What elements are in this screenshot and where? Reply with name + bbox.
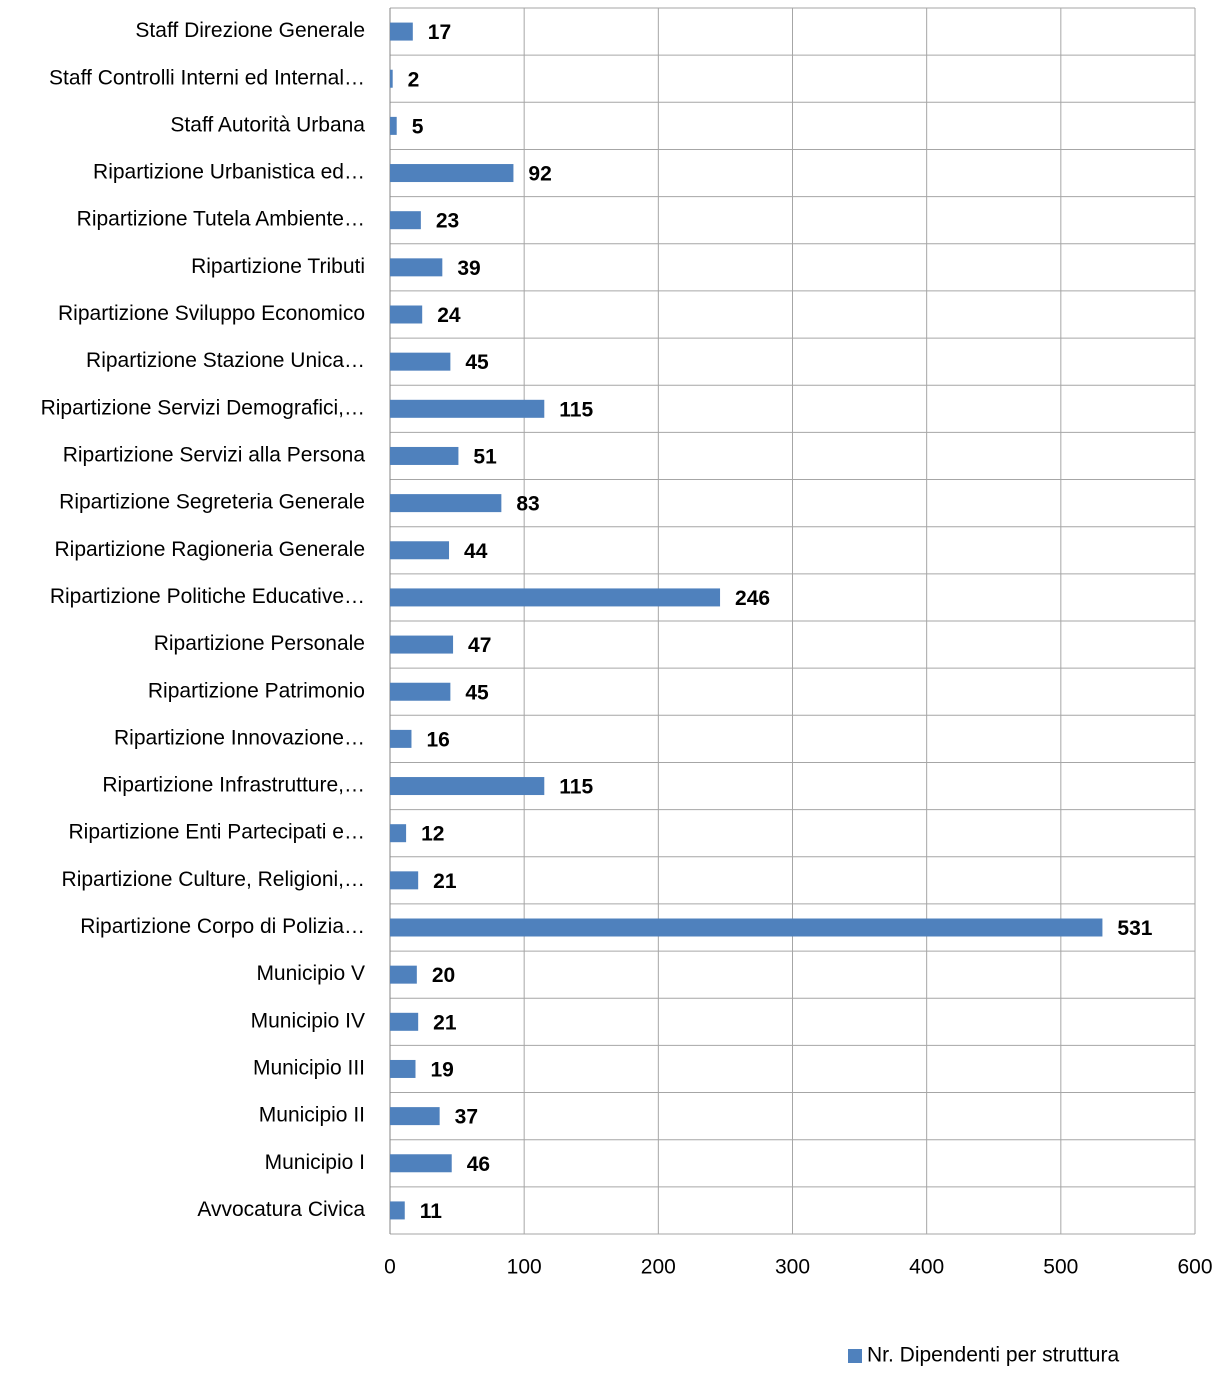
bar [390,1012,419,1031]
y-tick-label: Ripartizione Innovazione… [114,726,365,749]
y-tick-label: Ripartizione Segreteria Generale [59,491,365,514]
data-label: 45 [465,681,489,704]
x-tick-label: 400 [909,1256,944,1279]
y-tick-label: Ripartizione Sviluppo Economico [58,302,365,325]
y-tick-label: Staff Autorità Urbana [170,113,365,136]
data-label: 37 [455,1106,478,1129]
data-label: 45 [465,351,489,374]
data-label: 2 [408,68,420,91]
y-tick-label: Municipio I [265,1151,365,1174]
legend-label: Nr. Dipendenti per struttura [867,1344,1119,1367]
x-tick-label: 500 [1043,1256,1078,1279]
data-label: 5 [412,115,424,138]
bar [390,446,459,465]
y-tick-label: Ripartizione Infrastrutture,… [102,774,365,797]
y-tick-label: Ripartizione Culture, Religioni,… [62,868,365,891]
y-tick-label: Staff Direzione Generale [135,19,365,42]
bar [390,635,454,654]
data-label: 20 [432,964,455,987]
y-tick-label: Ripartizione Corpo di Polizia… [80,915,365,938]
data-label: 44 [464,540,488,563]
bar [390,164,514,183]
x-tick-label: 100 [507,1256,542,1279]
data-label: 246 [735,587,770,610]
bar [390,729,412,748]
data-label: 46 [467,1153,490,1176]
x-tick-label: 300 [775,1256,810,1279]
bar [390,588,721,607]
y-tick-label: Ripartizione Enti Partecipati e… [69,821,365,844]
y-tick-label: Ripartizione Ragioneria Generale [54,538,365,561]
bar [390,1107,440,1126]
bar [390,22,413,41]
x-tick-label: 200 [641,1256,676,1279]
y-tick-label: Avvocatura Civica [197,1198,365,1221]
data-label: 92 [528,163,551,186]
bar [390,918,1103,937]
data-label: 21 [433,1011,457,1034]
y-tick-label: Ripartizione Servizi alla Persona [63,444,366,467]
bar [390,116,397,135]
bar [390,305,423,324]
bar [390,824,407,843]
data-label: 39 [457,257,480,280]
data-label: 115 [559,398,593,421]
y-tick-label: Municipio II [259,1104,365,1127]
y-tick-label: Ripartizione Politiche Educative… [50,585,365,608]
x-tick-label: 0 [384,1256,396,1279]
y-tick-label: Municipio IV [251,1009,365,1032]
y-tick-label: Ripartizione Tributi [191,255,365,278]
data-label: 51 [473,446,497,469]
bar [390,399,545,418]
data-label: 19 [430,1059,453,1082]
bar [390,541,450,560]
y-tick-label: Ripartizione Personale [154,632,365,655]
y-tick-label: Ripartizione Stazione Unica… [86,349,365,372]
y-tick-label: Ripartizione Tutela Ambiente… [77,208,365,231]
bar [390,965,417,984]
y-tick-label: Municipio III [253,1057,365,1080]
bar [390,352,451,371]
x-tick-label: 600 [1177,1256,1212,1279]
y-tick-label: Staff Controlli Interni ed Internal… [49,66,365,89]
data-label: 11 [420,1200,443,1223]
y-tick-label: Ripartizione Patrimonio [148,679,365,702]
bar [390,1059,416,1078]
data-label: 17 [428,21,451,44]
y-tick-label: Ripartizione Servizi Demografici,… [41,396,365,419]
bar [390,682,451,701]
bar [390,211,421,230]
y-tick-label: Municipio V [256,962,365,985]
legend-swatch [848,1349,862,1363]
bar [390,871,419,890]
data-label: 115 [559,776,593,799]
data-label: 47 [468,634,491,657]
data-label: 83 [516,493,539,516]
bar [390,1201,405,1220]
bar [390,777,545,796]
bar [390,69,393,88]
data-label: 531 [1117,917,1152,940]
y-tick-label: Ripartizione Urbanistica ed… [93,161,365,184]
bar [390,258,443,277]
data-label: 16 [426,728,449,751]
bar [390,494,502,513]
data-label: 21 [433,870,457,893]
data-label: 24 [437,304,461,327]
bar [390,1154,452,1173]
data-label: 12 [421,823,444,846]
data-label: 23 [436,210,459,233]
